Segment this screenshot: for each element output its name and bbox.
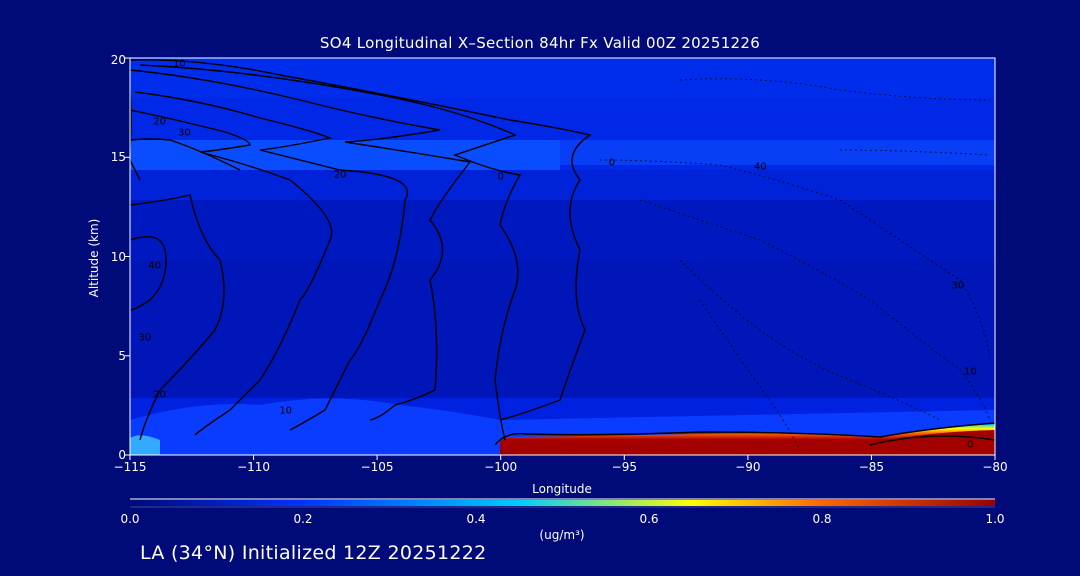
x-tick-label: −90	[735, 460, 761, 474]
contour-label: 20	[153, 389, 167, 401]
colorbar-tick-label: 1.0	[985, 512, 1005, 526]
y-tick-label: 15	[110, 150, 126, 164]
x-tick-label: −110	[237, 460, 271, 474]
x-tick-label: −100	[484, 460, 518, 474]
contour-label: 0	[608, 157, 616, 169]
colorbar-tick-label: 0.2	[293, 512, 313, 526]
contour-label: 30	[177, 127, 191, 139]
tropopause-band	[130, 140, 560, 170]
colorbar-tick-label: 0.8	[812, 512, 832, 526]
y-tick-label: 5	[118, 349, 126, 363]
contour-label: 10	[963, 366, 977, 378]
contour-label: 0	[497, 171, 504, 183]
tick-marks	[125, 57, 996, 460]
colorbar-tick-label: 0.6	[639, 512, 659, 526]
contour-label: 30	[138, 332, 152, 344]
contour-label: 0	[967, 439, 974, 451]
colorbar-tick-label: 0.0	[120, 512, 140, 526]
x-tick-label: −95	[611, 460, 637, 474]
x-tick-label: −105	[360, 460, 394, 474]
contour-label: 10	[279, 405, 293, 417]
contour-label: 40	[148, 260, 162, 272]
dashed-contours	[599, 78, 991, 451]
contour-label: 30	[951, 280, 965, 292]
contour-label: 40	[753, 161, 767, 173]
y-tick-label: 10	[110, 250, 126, 264]
contour-label: 20	[153, 116, 167, 128]
x-tick-label: −85	[858, 460, 885, 474]
x-tick-label: −115	[113, 460, 147, 474]
footer-info: LA (34°N) Initialized 12Z 20251222	[140, 542, 487, 564]
colorbar	[130, 500, 995, 506]
colorbar-label: (ug/m³)	[539, 528, 585, 542]
x-axis-label: Longitude	[532, 482, 592, 496]
y-tick-label: 20	[110, 53, 126, 67]
contour-label: 20	[333, 169, 347, 181]
y-tick-label: 0	[118, 448, 126, 462]
colorbar-tick-label: 0.4	[466, 512, 486, 526]
x-tick-label: −80	[982, 460, 1008, 474]
chart-title: SO4 Longitudinal X–Section 84hr Fx Valid…	[319, 34, 761, 52]
contour-label: 10	[173, 58, 186, 70]
